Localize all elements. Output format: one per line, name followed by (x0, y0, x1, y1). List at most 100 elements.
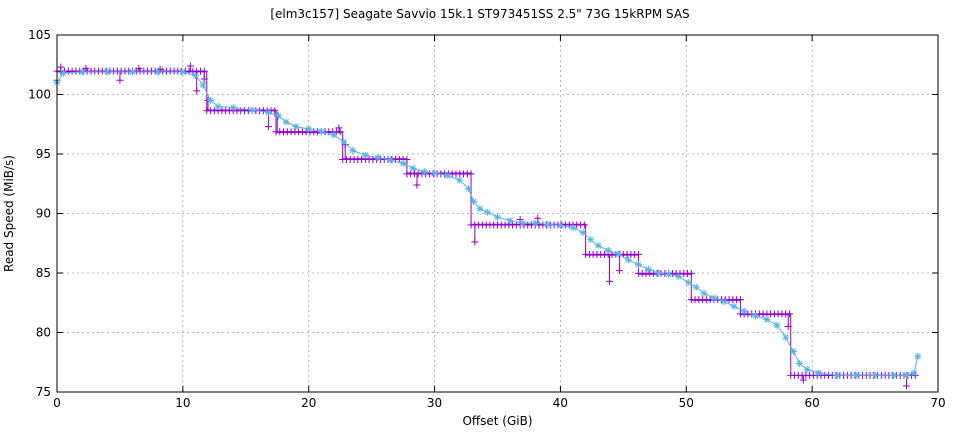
smooth-point (387, 156, 395, 164)
smooth-point (914, 352, 922, 360)
smooth-point (789, 348, 797, 356)
smooth-point (456, 176, 464, 184)
smooth-point (814, 369, 822, 377)
raw-outlier-point (116, 76, 124, 84)
smooth-point (494, 213, 501, 221)
smooth-point (740, 307, 748, 315)
smooth-point (531, 219, 539, 227)
raw-point (634, 250, 642, 258)
raw-outlier-point (82, 64, 90, 72)
smooth-point (614, 250, 622, 258)
smooth-point (594, 242, 602, 250)
smooth-point (645, 265, 653, 273)
smooth-point (229, 104, 237, 112)
smooth-point (361, 151, 369, 159)
x-tick-label: 40 (553, 396, 568, 410)
smooth-point (59, 69, 67, 77)
smooth-point (292, 123, 300, 131)
raw-point (736, 296, 744, 304)
smooth-point (700, 289, 708, 297)
raw-step-line (57, 71, 917, 376)
smooth-point (179, 68, 187, 76)
raw-point (271, 107, 279, 115)
smooth-point (443, 171, 451, 179)
x-tick-label: 70 (930, 396, 945, 410)
smooth-point (154, 68, 162, 76)
smooth-point (409, 164, 417, 172)
smooth-point (710, 294, 718, 302)
smooth-point (349, 146, 357, 154)
raw-read-speed-series (53, 62, 919, 390)
smooth-point (264, 108, 272, 116)
smooth-point (282, 118, 290, 126)
x-tick-label: 50 (679, 396, 694, 410)
y-tick-label: 90 (36, 207, 51, 221)
smooth-point (399, 160, 407, 168)
raw-outlier-point (335, 124, 343, 132)
smooth-point (330, 131, 338, 139)
smooth-point (476, 205, 484, 213)
smooth-point (910, 369, 918, 377)
smooth-point (569, 224, 577, 232)
smooth-point (579, 229, 587, 237)
smooth-point (421, 168, 429, 176)
smooth-point (470, 198, 478, 206)
axis-ticks: 0 10 20 30 40 50 60 70 75 80 85 90 95 100 105 (28, 28, 946, 410)
y-tick-label: 85 (36, 266, 51, 280)
smooth-point (692, 283, 700, 291)
raw-point (580, 221, 588, 229)
chart-title: [elm3c157] Seagate Savvio 15k.1 ST973451… (270, 7, 690, 21)
smooth-point (604, 246, 612, 254)
x-tick-label: 30 (427, 396, 442, 410)
y-tick-label: 95 (36, 147, 51, 161)
smooth-point (275, 112, 283, 120)
y-tick-label: 100 (28, 88, 51, 102)
raw-outlier-point (193, 87, 201, 95)
smooth-point (871, 371, 879, 379)
smooth-point (833, 371, 841, 379)
y-tick-label: 75 (36, 385, 51, 399)
smooth-point (431, 169, 439, 177)
x-tick-label: 60 (805, 396, 820, 410)
x-tick-label: 10 (175, 396, 190, 410)
smooth-point (665, 270, 673, 278)
smooth-point (214, 102, 222, 110)
smooth-point (465, 185, 473, 193)
smooth-point (685, 279, 693, 287)
smooth-point (103, 68, 111, 76)
smooth-point (773, 321, 781, 329)
smooth-point (720, 298, 728, 306)
smooth-point (803, 365, 811, 373)
raw-outlier-point (413, 181, 421, 189)
raw-outlier-point (799, 376, 807, 384)
smooth-point (207, 96, 215, 104)
smooth-point (374, 154, 382, 162)
x-tick-label: 0 (53, 396, 61, 410)
smooth-point (587, 236, 595, 244)
smooth-point (730, 302, 738, 310)
grid-lines (57, 35, 938, 392)
smooth-point (78, 68, 86, 76)
smooth-point (782, 333, 790, 341)
raw-outlier-point (784, 323, 792, 331)
smooth-point (852, 371, 860, 379)
raw-outlier-point (135, 64, 143, 72)
raw-outlier-point (903, 382, 911, 390)
raw-outlier-point (186, 62, 194, 70)
smooth-point (763, 315, 771, 323)
y-axis-label: Read Speed (MiB/s) (2, 155, 16, 272)
raw-point (785, 310, 793, 318)
smooth-point (191, 71, 199, 79)
smooth-point (340, 138, 348, 146)
raw-outlier-point (57, 63, 65, 71)
raw-outlier-point (606, 277, 614, 285)
smooth-point (544, 220, 552, 228)
smooth-point (752, 312, 760, 320)
x-axis-label: Offset (GiB) (462, 414, 532, 428)
smooth-point (317, 127, 325, 135)
smooth-point (519, 219, 527, 227)
smooth-point (305, 125, 313, 133)
smooth-line (56, 71, 919, 376)
smooth-point (248, 106, 256, 114)
